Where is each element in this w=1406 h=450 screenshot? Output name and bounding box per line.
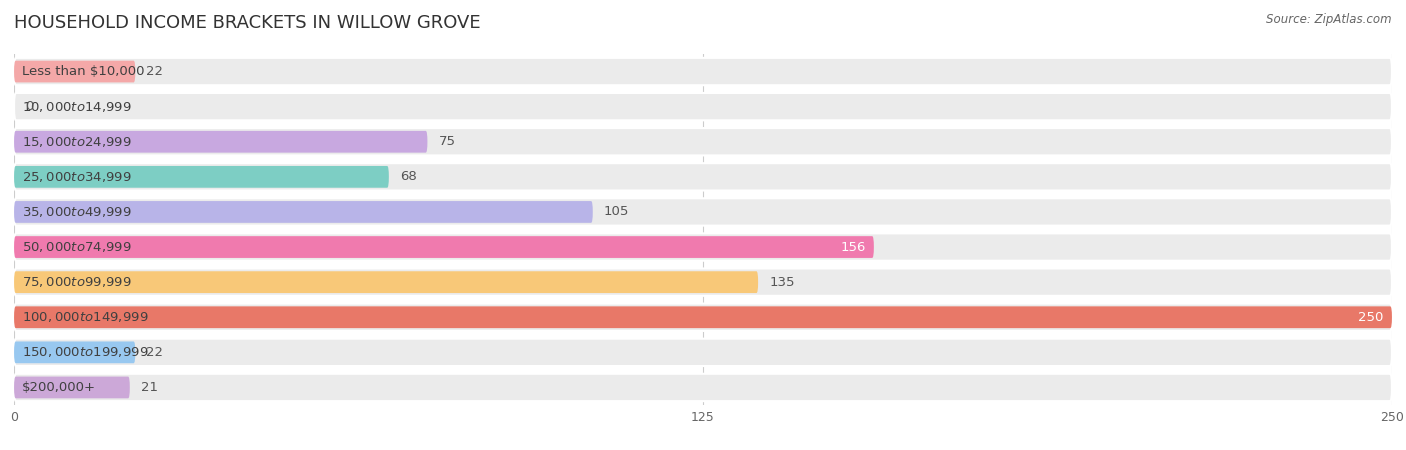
FancyBboxPatch shape [14, 271, 758, 293]
FancyBboxPatch shape [14, 198, 1392, 225]
Text: $200,000+: $200,000+ [22, 381, 97, 394]
Text: $100,000 to $149,999: $100,000 to $149,999 [22, 310, 149, 324]
Text: 156: 156 [841, 241, 866, 253]
FancyBboxPatch shape [14, 93, 1392, 120]
FancyBboxPatch shape [14, 306, 1392, 328]
Text: 75: 75 [439, 135, 456, 148]
FancyBboxPatch shape [14, 269, 1392, 296]
Text: $35,000 to $49,999: $35,000 to $49,999 [22, 205, 132, 219]
Text: 0: 0 [25, 100, 34, 113]
Text: 22: 22 [146, 346, 163, 359]
Text: 22: 22 [146, 65, 163, 78]
FancyBboxPatch shape [14, 339, 1392, 366]
FancyBboxPatch shape [14, 342, 135, 363]
FancyBboxPatch shape [14, 58, 1392, 85]
Text: 21: 21 [141, 381, 157, 394]
Text: Source: ZipAtlas.com: Source: ZipAtlas.com [1267, 14, 1392, 27]
Text: Less than $10,000: Less than $10,000 [22, 65, 145, 78]
FancyBboxPatch shape [14, 128, 1392, 155]
Text: HOUSEHOLD INCOME BRACKETS IN WILLOW GROVE: HOUSEHOLD INCOME BRACKETS IN WILLOW GROV… [14, 14, 481, 32]
Text: $15,000 to $24,999: $15,000 to $24,999 [22, 135, 132, 149]
FancyBboxPatch shape [14, 377, 129, 398]
FancyBboxPatch shape [14, 304, 1392, 331]
FancyBboxPatch shape [14, 234, 1392, 261]
Text: $150,000 to $199,999: $150,000 to $199,999 [22, 345, 149, 360]
Text: 135: 135 [769, 276, 794, 288]
Text: 250: 250 [1358, 311, 1384, 324]
Text: $10,000 to $14,999: $10,000 to $14,999 [22, 99, 132, 114]
FancyBboxPatch shape [14, 131, 427, 153]
FancyBboxPatch shape [14, 374, 1392, 401]
FancyBboxPatch shape [14, 166, 389, 188]
FancyBboxPatch shape [14, 163, 1392, 190]
FancyBboxPatch shape [14, 201, 593, 223]
Text: $25,000 to $34,999: $25,000 to $34,999 [22, 170, 132, 184]
Text: $75,000 to $99,999: $75,000 to $99,999 [22, 275, 132, 289]
FancyBboxPatch shape [14, 236, 875, 258]
Text: 68: 68 [399, 171, 416, 183]
FancyBboxPatch shape [14, 61, 135, 82]
Text: $50,000 to $74,999: $50,000 to $74,999 [22, 240, 132, 254]
Text: 105: 105 [603, 206, 628, 218]
